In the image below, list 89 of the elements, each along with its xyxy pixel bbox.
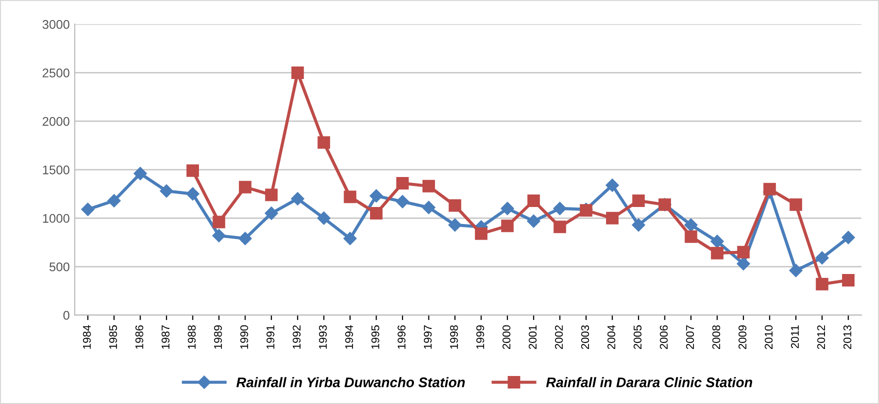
y-tick-label: 500: [50, 262, 70, 272]
point: [606, 178, 619, 192]
point: [317, 212, 330, 225]
x-tick-label: 1998: [450, 325, 458, 349]
x-tick-label: 2009: [738, 325, 746, 349]
point: [344, 190, 356, 204]
point: [448, 218, 462, 232]
point: [212, 216, 226, 228]
point: [763, 182, 776, 196]
point: [81, 202, 94, 216]
x-tick-label: 1990: [240, 325, 248, 349]
point: [238, 180, 252, 194]
x-tick-label: 1986: [135, 325, 144, 349]
point: [186, 164, 199, 177]
point: [501, 220, 514, 232]
x-tick-label: 1987: [162, 325, 170, 349]
point: [554, 220, 566, 234]
point: [396, 177, 409, 190]
x-tick-label: 1988: [188, 325, 196, 349]
y-tick-label: 1500: [43, 165, 70, 174]
point: [553, 202, 566, 216]
point: [816, 278, 828, 290]
point: [527, 194, 540, 207]
point: [527, 214, 540, 228]
point: [291, 66, 304, 79]
x-tick-label: 1989: [214, 325, 222, 349]
x-tick-label: 2007: [686, 325, 694, 349]
point: [291, 192, 304, 206]
x-tick-label: 2013: [843, 325, 852, 349]
point: [606, 212, 619, 224]
point: [238, 232, 252, 246]
legend-label: Rainfall in Yirba Duwancho Station: [236, 377, 465, 388]
x-tick-label: 2000: [502, 325, 510, 349]
point: [422, 180, 435, 192]
point: [632, 218, 646, 232]
point: [684, 218, 698, 232]
x-tick-label: 2003: [581, 325, 590, 349]
point: [186, 187, 200, 201]
point: [500, 202, 514, 216]
point: [710, 234, 724, 248]
point: [264, 206, 278, 220]
point: [684, 230, 698, 243]
point: [474, 227, 488, 240]
x-tick-label: 1994: [345, 325, 354, 349]
x-tick-label: 2008: [712, 325, 720, 349]
y-tick-label: 3000: [42, 20, 70, 29]
point: [396, 195, 410, 208]
point: [265, 188, 278, 202]
x-tick-label: 1995: [371, 325, 380, 349]
x-tick-label: 2012: [817, 325, 826, 349]
y-tick-label: 0: [63, 310, 70, 320]
point: [318, 136, 330, 149]
point: [815, 251, 829, 264]
x-tick-label: 2011: [790, 325, 799, 348]
point: [370, 207, 383, 220]
x-tick-label: 1985: [109, 325, 118, 349]
point: [370, 189, 383, 202]
point: [790, 198, 802, 211]
x-tick-label: 2001: [528, 325, 537, 349]
x-tick-label: 1997: [424, 325, 432, 349]
x-tick-label: 1984: [82, 325, 91, 349]
point: [448, 199, 462, 212]
point: [789, 264, 802, 278]
x-tick-label: 1993: [318, 325, 327, 349]
x-tick-label: 1996: [398, 325, 406, 349]
x-tick-label: 2004: [607, 325, 616, 349]
point: [737, 246, 750, 258]
y-tick-label: 2500: [42, 68, 70, 78]
point: [842, 274, 855, 286]
point: [710, 246, 724, 260]
x-tick-label: 1992: [292, 325, 301, 349]
point: [842, 230, 855, 244]
x-tick-label: 2005: [634, 325, 642, 349]
x-tick-label: 2010: [764, 325, 773, 349]
x-tick-label: 2002: [554, 325, 563, 349]
point: [160, 184, 174, 198]
point: [212, 229, 226, 242]
y-tick-label: 1000: [43, 214, 70, 223]
y-tick-label: 2000: [42, 117, 70, 126]
point: [422, 200, 436, 214]
legend-label: Rainfall in Darara Clinic Station: [546, 377, 752, 388]
point: [134, 166, 147, 180]
x-tick-label: 2006: [660, 325, 668, 349]
point: [343, 232, 357, 246]
point: [632, 194, 645, 207]
x-tick-label: 1991: [266, 325, 274, 349]
point: [736, 257, 750, 270]
x-tick-label: 1999: [476, 325, 484, 349]
point: [107, 194, 121, 208]
